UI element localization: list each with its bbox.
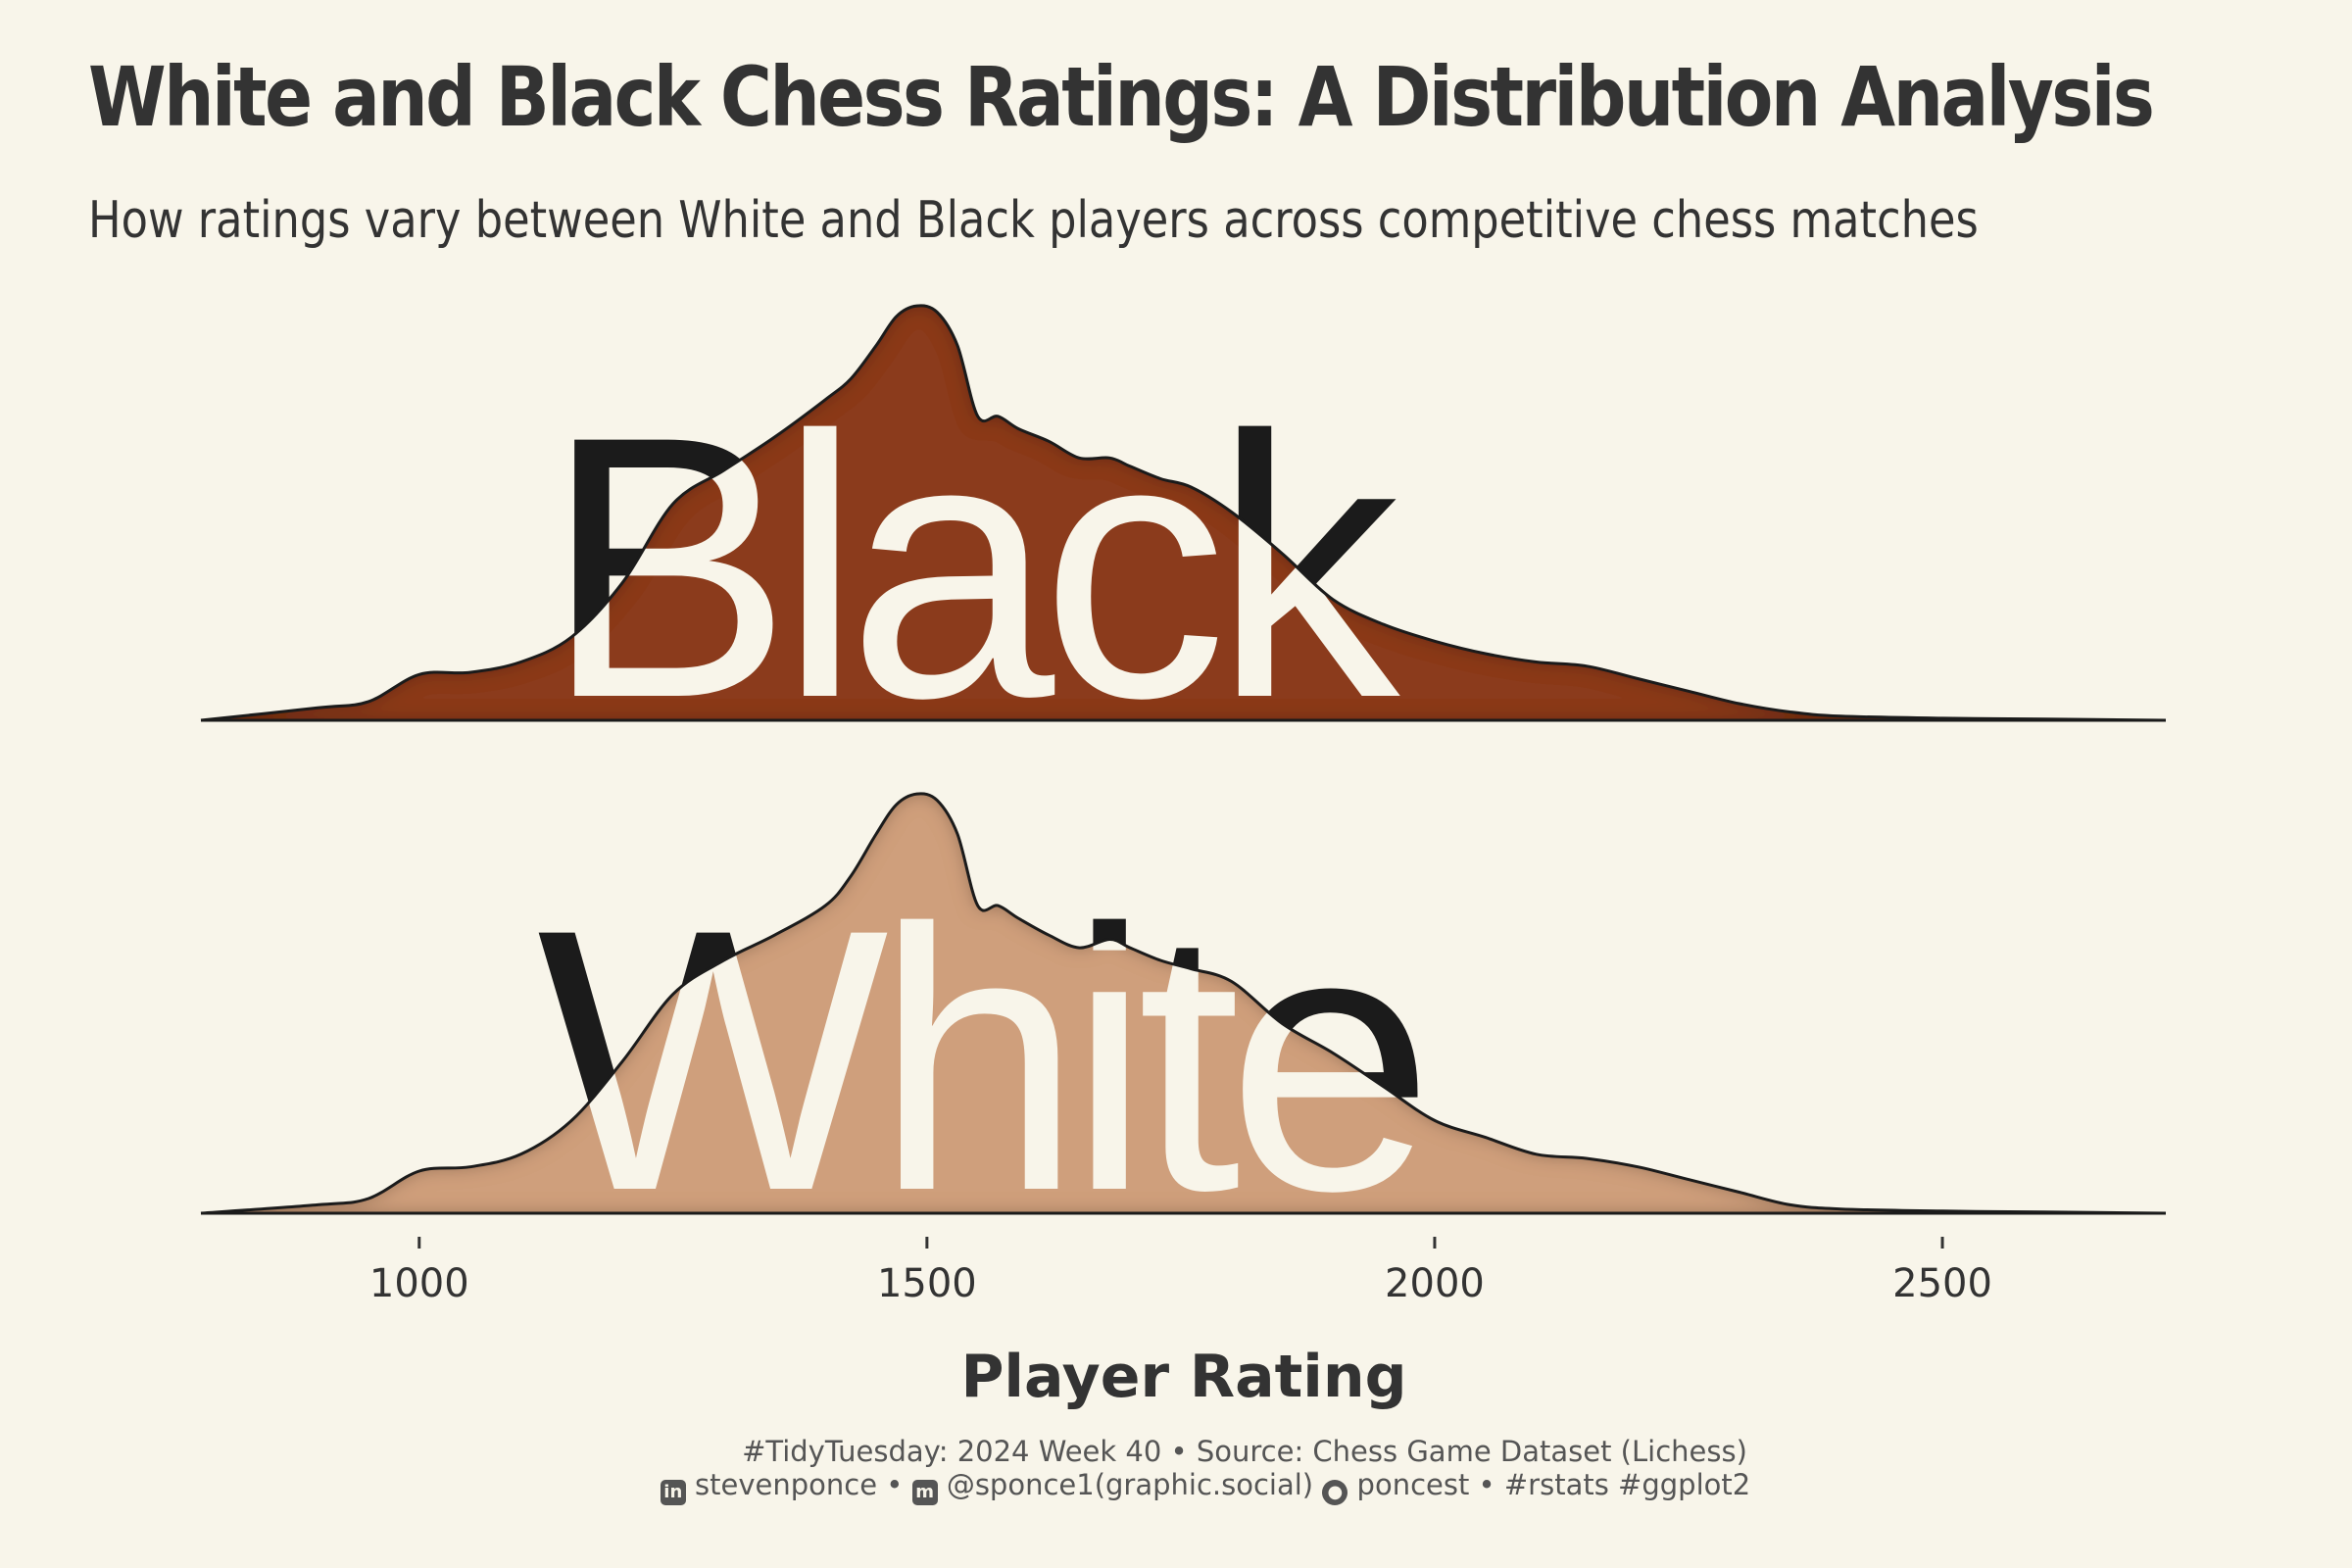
ridge-white: WhiteWhite xyxy=(200,792,2167,1268)
caption-separator: • xyxy=(877,1468,912,1501)
density-line-white xyxy=(200,792,2167,1215)
caption-line-1: #TidyTuesday: 2024 Week 40 • Source: Che… xyxy=(0,1435,2352,1468)
x-tick-label-2500: 2500 xyxy=(1892,1261,1992,1306)
linkedin-icon: in xyxy=(660,1480,686,1505)
x-axis-label: Player Rating xyxy=(960,1343,1406,1411)
density-line-black xyxy=(200,304,2167,722)
x-axis: 1000 1500 2000 2500 xyxy=(369,1237,1992,1306)
chart-subtitle: How ratings vary between White and Black… xyxy=(88,191,1979,250)
caption-source: #TidyTuesday: 2024 Week 40 • Source: Che… xyxy=(742,1435,1747,1468)
density-area-black xyxy=(201,305,2166,720)
github-icon: ● xyxy=(1322,1480,1348,1505)
caption-line-2: in stevenponce • m @sponce1(graphic.soci… xyxy=(0,1468,2352,1505)
density-area-white xyxy=(201,793,2166,1213)
ridge-black: BlackBlack xyxy=(200,304,2167,775)
caption-github: poncest xyxy=(1356,1468,1470,1501)
x-tick-label-1000: 1000 xyxy=(369,1261,469,1306)
chart-title: White and Black Chess Ratings: A Distrib… xyxy=(88,49,2155,145)
x-tick-label-2000: 2000 xyxy=(1385,1261,1485,1306)
mastodon-icon: m xyxy=(911,1480,938,1505)
caption-linkedin: stevenponce xyxy=(695,1468,878,1501)
ridges-layer: BlackBlackWhiteWhite xyxy=(200,304,2167,1268)
caption-mastodon: @sponce1(graphic.social) xyxy=(946,1468,1314,1501)
caption-tags: • #rstats #ggplot2 xyxy=(1469,1468,1751,1501)
x-tick-label-1500: 1500 xyxy=(877,1261,977,1306)
